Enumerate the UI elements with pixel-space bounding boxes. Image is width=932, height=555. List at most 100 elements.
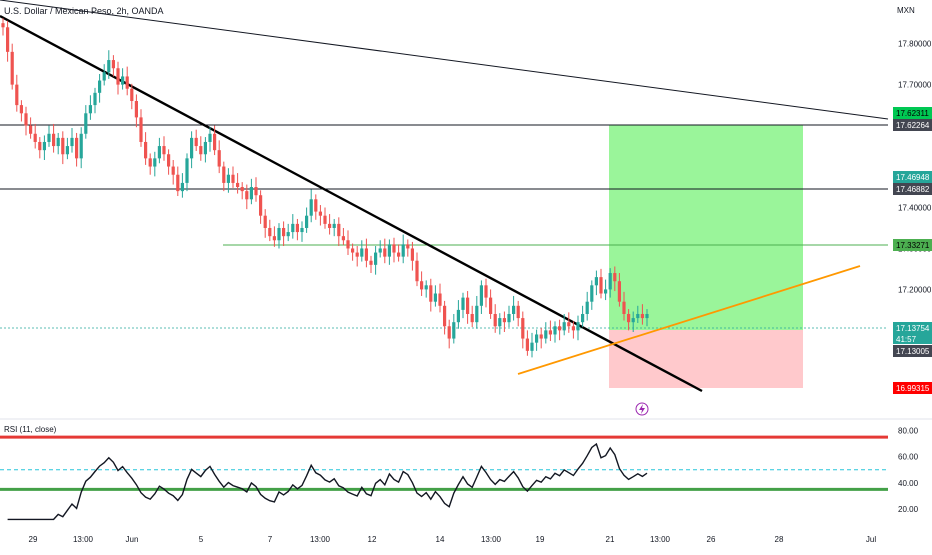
- candle-body: [521, 318, 525, 339]
- candle-body: [466, 297, 470, 314]
- price-tick-label: 17.40000: [898, 204, 932, 213]
- candle-body: [590, 285, 594, 302]
- time-tick-label: 13:00: [73, 535, 94, 544]
- candle-body: [470, 313, 474, 323]
- candle-body: [47, 133, 51, 142]
- candle-body: [38, 141, 42, 151]
- candle-body: [332, 223, 336, 228]
- candle-body: [530, 342, 534, 351]
- price-label-level2: 17.46882: [896, 185, 930, 194]
- candle-body: [493, 313, 497, 327]
- time-tick-label: Jun: [126, 535, 139, 544]
- lightning-event-icon[interactable]: [635, 402, 649, 416]
- candle-body: [456, 309, 460, 323]
- candle-body: [576, 322, 580, 331]
- candle-body: [134, 101, 138, 118]
- candle-body: [346, 240, 350, 249]
- time-tick-label: 5: [199, 535, 204, 544]
- price-label-level3: 17.33271: [896, 241, 930, 250]
- price-tick-label: 17.80000: [898, 40, 932, 49]
- countdown-bg: [893, 334, 932, 344]
- candle-body: [539, 334, 543, 339]
- candle-body: [617, 281, 621, 302]
- candle-body: [130, 88, 134, 102]
- candle-body: [571, 326, 575, 331]
- candle-body: [548, 330, 552, 335]
- candle-body: [282, 227, 286, 237]
- candle-body: [461, 297, 465, 310]
- candle-body: [98, 80, 102, 93]
- candle-body: [144, 141, 148, 159]
- candle-body: [502, 318, 506, 323]
- candle-body: [295, 223, 299, 233]
- candle-body: [392, 244, 396, 253]
- price-label-top: 17.62311: [896, 109, 929, 118]
- candle-body: [268, 227, 272, 237]
- candle-body: [429, 285, 433, 302]
- price-label-level3-bg: [893, 239, 932, 251]
- candle-body: [323, 215, 327, 224]
- candle-body: [443, 305, 447, 327]
- rsi-axis: 80.00 60.00 40.00 20.00: [898, 427, 919, 514]
- candle-body: [355, 252, 359, 257]
- candle-body: [15, 84, 19, 106]
- candle-body: [484, 285, 488, 298]
- time-tick-label: 12: [368, 535, 377, 544]
- rsi-tick-label: 80.00: [898, 427, 919, 436]
- long-downtrend-line[interactable]: [0, 0, 889, 120]
- rsi-tick-label: 40.00: [898, 479, 919, 488]
- candle-body: [153, 158, 157, 167]
- candle-body: [236, 182, 240, 188]
- candle-body: [452, 322, 456, 339]
- candle-body: [401, 244, 405, 257]
- candle-body: [249, 187, 253, 200]
- candle-body: [608, 273, 612, 290]
- candle-body: [139, 117, 143, 142]
- candle-body: [56, 137, 60, 147]
- candle-body: [61, 137, 65, 155]
- candle-body: [171, 166, 175, 175]
- candle-body: [397, 252, 401, 257]
- candle-body: [318, 211, 322, 216]
- candle-body: [259, 195, 263, 216]
- price-label-countdown: 41:57: [896, 335, 917, 344]
- candle-body: [525, 338, 529, 351]
- candle-body: [622, 301, 626, 314]
- price-label-top-bg: [893, 107, 932, 119]
- candle-body: [636, 313, 640, 319]
- candle-body: [222, 166, 226, 183]
- candle-body: [199, 146, 203, 155]
- candle-body: [125, 76, 129, 89]
- target-zone[interactable]: [609, 125, 803, 330]
- candle-body: [581, 313, 585, 323]
- stop-zone[interactable]: [609, 330, 803, 388]
- uptrend-support-line[interactable]: [517, 265, 861, 375]
- candle-body: [553, 326, 557, 335]
- time-tick-label: 29: [29, 535, 38, 544]
- candle-body: [65, 146, 69, 155]
- candle-body: [1, 23, 5, 28]
- candle-body: [328, 223, 332, 228]
- time-tick-label: 26: [707, 535, 716, 544]
- candle-body: [558, 326, 562, 331]
- candle-body: [88, 105, 92, 114]
- candle-body: [185, 158, 189, 183]
- candle-body: [383, 248, 387, 257]
- downtrend-line[interactable]: [0, 14, 703, 393]
- time-axis: 29 13:00 Jun 5 7 13:00 12 14 13:00 19 21 13:00 26 28 J…: [29, 535, 877, 544]
- price-axis: 17.8000017.7000017.6000017.4000017.30000…: [893, 40, 932, 394]
- candle-body: [438, 293, 442, 306]
- candle-body: [415, 260, 419, 282]
- price-label-entry-bg: [893, 345, 932, 357]
- candle-body: [254, 187, 258, 196]
- candle-body: [70, 137, 74, 147]
- time-tick-label: 13:00: [650, 535, 671, 544]
- price-label-resistance-bg: [893, 119, 932, 131]
- candle-body: [544, 330, 548, 339]
- currency-label: MXN: [897, 6, 915, 15]
- candle-body: [479, 285, 483, 306]
- symbol-title: U.S. Dollar / Mexican Peso, 2h, OANDA: [4, 6, 164, 16]
- candle-body: [374, 252, 378, 265]
